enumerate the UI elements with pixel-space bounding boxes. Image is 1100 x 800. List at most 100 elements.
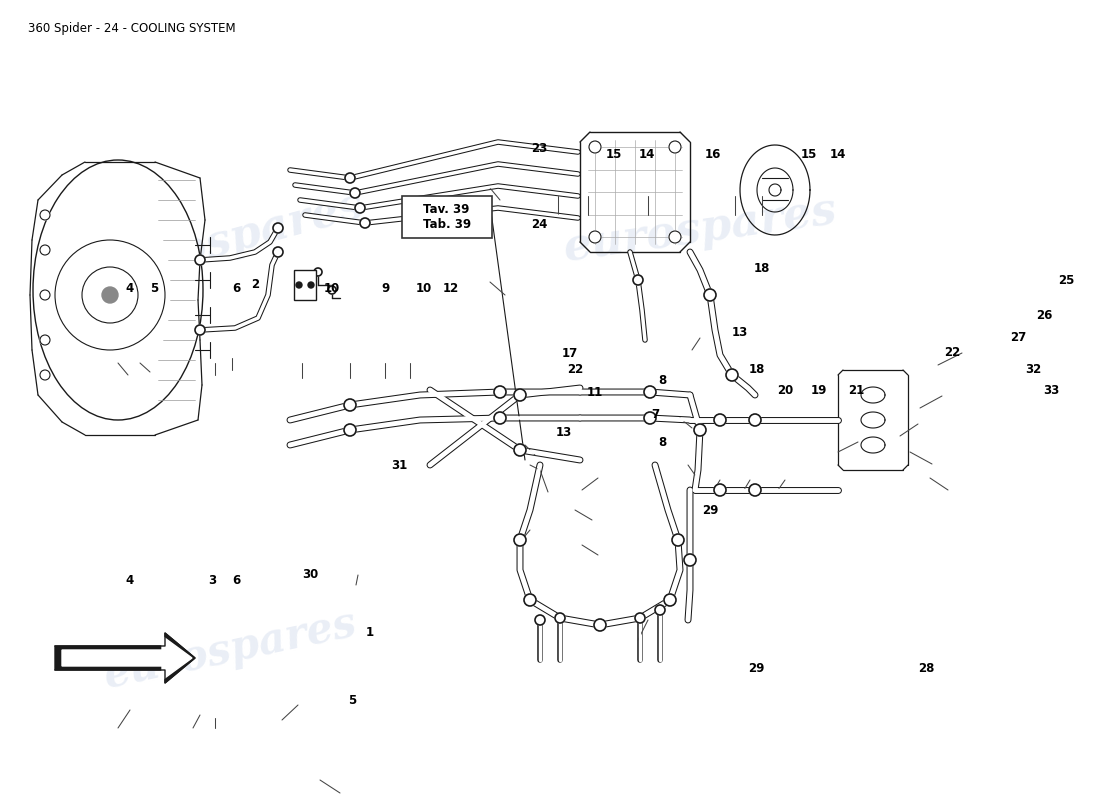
Circle shape xyxy=(644,386,656,398)
Text: 25: 25 xyxy=(1058,274,1075,286)
Circle shape xyxy=(195,255,205,265)
Circle shape xyxy=(40,370,49,380)
Text: 32: 32 xyxy=(1025,363,1042,376)
Text: 29: 29 xyxy=(702,504,718,517)
Text: 21: 21 xyxy=(848,384,864,397)
Text: 18: 18 xyxy=(754,262,770,275)
Circle shape xyxy=(514,534,526,546)
Circle shape xyxy=(535,615,544,625)
Text: 22: 22 xyxy=(566,363,583,376)
Text: 4: 4 xyxy=(125,574,134,586)
Circle shape xyxy=(344,424,356,436)
Text: 29: 29 xyxy=(749,662,764,674)
Text: 19: 19 xyxy=(811,384,826,397)
Circle shape xyxy=(714,414,726,426)
Circle shape xyxy=(588,231,601,243)
Circle shape xyxy=(494,412,506,424)
Circle shape xyxy=(514,389,526,401)
Text: 8: 8 xyxy=(658,436,666,449)
Circle shape xyxy=(524,594,536,606)
Circle shape xyxy=(704,289,716,301)
Circle shape xyxy=(296,282,303,288)
Text: eurospares: eurospares xyxy=(561,190,839,270)
Circle shape xyxy=(40,210,49,220)
Text: 2: 2 xyxy=(251,278,260,290)
Text: 20: 20 xyxy=(778,384,793,397)
Circle shape xyxy=(40,335,49,345)
Text: 30: 30 xyxy=(302,568,318,581)
Circle shape xyxy=(588,141,601,153)
Circle shape xyxy=(664,594,676,606)
Circle shape xyxy=(594,619,606,631)
Circle shape xyxy=(632,275,644,285)
Circle shape xyxy=(684,554,696,566)
Text: 11: 11 xyxy=(586,386,603,398)
Circle shape xyxy=(273,247,283,257)
Bar xyxy=(402,196,492,238)
Circle shape xyxy=(360,218,370,228)
Polygon shape xyxy=(62,636,192,680)
Circle shape xyxy=(355,203,365,213)
Text: 5: 5 xyxy=(348,694,356,706)
Circle shape xyxy=(556,613,565,623)
Text: 31: 31 xyxy=(392,459,408,472)
Text: 13: 13 xyxy=(556,426,572,438)
Circle shape xyxy=(749,414,761,426)
Text: 4: 4 xyxy=(125,282,134,294)
Polygon shape xyxy=(55,633,195,683)
FancyBboxPatch shape xyxy=(294,270,316,300)
Text: 16: 16 xyxy=(705,148,720,161)
Circle shape xyxy=(40,245,49,255)
Text: 14: 14 xyxy=(830,148,846,161)
Circle shape xyxy=(82,267,138,323)
Text: 15: 15 xyxy=(801,148,816,161)
Text: 17: 17 xyxy=(561,347,578,360)
Circle shape xyxy=(644,412,656,424)
Text: 28: 28 xyxy=(918,662,934,674)
Circle shape xyxy=(328,286,336,294)
Text: eurospares: eurospares xyxy=(91,183,368,297)
Text: 10: 10 xyxy=(324,282,340,294)
Text: 13: 13 xyxy=(732,326,748,338)
Text: 12: 12 xyxy=(443,282,459,294)
Text: 3: 3 xyxy=(208,574,217,586)
Text: 5: 5 xyxy=(150,282,158,294)
Text: 8: 8 xyxy=(658,374,666,386)
Text: 24: 24 xyxy=(531,218,547,230)
Circle shape xyxy=(308,282,314,288)
Text: Tav. 39
Tab. 39: Tav. 39 Tab. 39 xyxy=(422,202,471,230)
Circle shape xyxy=(102,287,118,303)
Circle shape xyxy=(314,268,322,276)
Text: 18: 18 xyxy=(749,363,764,376)
Text: 7: 7 xyxy=(651,408,659,421)
Circle shape xyxy=(344,399,356,411)
Circle shape xyxy=(635,613,645,623)
Text: 1: 1 xyxy=(366,626,374,638)
Text: eurospares: eurospares xyxy=(100,602,361,698)
Text: 360 Spider - 24 - COOLING SYSTEM: 360 Spider - 24 - COOLING SYSTEM xyxy=(28,22,235,35)
Text: 33: 33 xyxy=(1043,384,1059,397)
Circle shape xyxy=(669,141,681,153)
Text: 6: 6 xyxy=(232,282,241,294)
Text: 27: 27 xyxy=(1010,331,1026,344)
Circle shape xyxy=(714,484,726,496)
Text: 10: 10 xyxy=(416,282,431,294)
Circle shape xyxy=(345,173,355,183)
Text: 14: 14 xyxy=(639,148,654,161)
Text: 15: 15 xyxy=(606,148,621,161)
Text: 9: 9 xyxy=(381,282,389,294)
Circle shape xyxy=(672,534,684,546)
Ellipse shape xyxy=(33,160,204,420)
Circle shape xyxy=(350,188,360,198)
Text: 22: 22 xyxy=(944,346,960,358)
Circle shape xyxy=(40,290,49,300)
Circle shape xyxy=(694,424,706,436)
Circle shape xyxy=(669,231,681,243)
Circle shape xyxy=(514,444,526,456)
Circle shape xyxy=(749,484,761,496)
Circle shape xyxy=(726,369,738,381)
Circle shape xyxy=(654,605,666,615)
Circle shape xyxy=(494,386,506,398)
Text: 26: 26 xyxy=(1036,309,1053,322)
Text: 23: 23 xyxy=(531,142,547,154)
